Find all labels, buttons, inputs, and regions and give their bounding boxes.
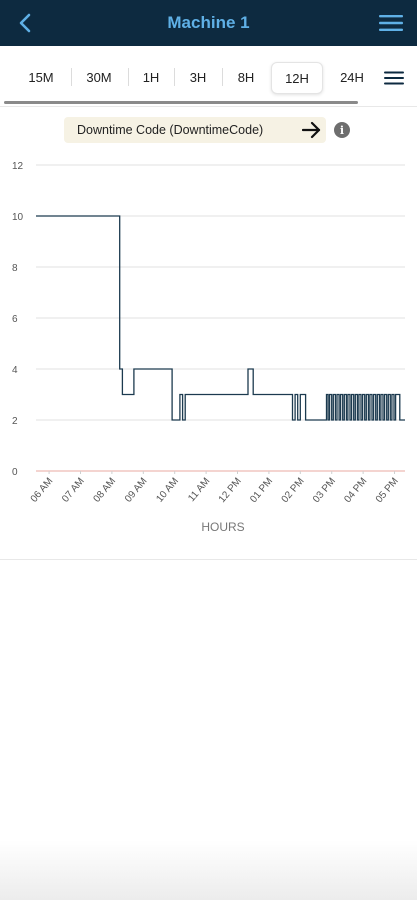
x-tick-label: 10 AM (154, 476, 181, 505)
x-tick-label: 09 AM (123, 476, 150, 505)
tab-15m[interactable]: 15M (18, 62, 64, 92)
x-tick-label: 01 PM (248, 476, 275, 505)
page-title: Machine 1 (167, 13, 250, 32)
tab-8h[interactable]: 8H (226, 62, 266, 92)
y-tick-label: 8 (12, 263, 18, 274)
hamburger-menu-icon (384, 71, 404, 85)
x-tick-label: 03 PM (311, 476, 338, 505)
x-tick-label: 05 PM (374, 476, 401, 505)
y-tick-label: 12 (12, 161, 24, 172)
tab-divider (174, 68, 175, 86)
tab-30m[interactable]: 30M (76, 62, 122, 92)
chart-card (0, 106, 417, 560)
x-tick-label: 08 AM (92, 476, 119, 505)
header-menu-button[interactable] (379, 14, 403, 32)
time-range-tabs: 15M 30M 1H 3H 8H 12H 24H (0, 56, 417, 100)
x-tick-label: 02 PM (280, 476, 307, 505)
downtime-chart: 0 2 4 6 8 10 12 06 AM 07 AM 08 AM 09 AM 10 AM 11 AM 1… (12, 161, 405, 534)
tab-divider (71, 68, 72, 86)
tabs-menu-button[interactable] (384, 71, 404, 85)
metric-selector-label: Downtime Code (DowntimeCode) (77, 123, 264, 137)
x-tick-label: 06 AM (29, 476, 56, 505)
tab-label: 15M (28, 69, 54, 85)
app-header: Machine 1 (0, 0, 417, 46)
x-axis-label: HOURS (201, 520, 244, 534)
x-tick-label: 07 AM (60, 476, 87, 505)
tabs-scroll-indicator[interactable] (4, 101, 358, 104)
y-tick-label: 10 (12, 212, 24, 223)
info-icon[interactable]: i (334, 122, 350, 138)
tab-24h[interactable]: 24H (330, 62, 374, 92)
info-glyph: i (339, 123, 345, 137)
chevron-left-icon (19, 13, 31, 33)
tab-label: 30M (86, 69, 112, 85)
x-tick-label: 04 PM (342, 476, 369, 505)
tab-label: 1H (142, 69, 160, 85)
metric-selector[interactable]: Downtime Code (DowntimeCode) (64, 117, 326, 143)
tab-12h[interactable]: 12H (271, 62, 323, 94)
y-tick-label: 4 (12, 365, 18, 376)
tab-label: 8H (237, 69, 255, 85)
tab-label: 12H (285, 70, 309, 86)
bottom-shade (0, 840, 417, 900)
tab-divider (222, 68, 223, 86)
series-line (36, 215, 405, 421)
tab-divider (128, 68, 129, 86)
tab-label: 3H (189, 69, 207, 85)
tab-3h[interactable]: 3H (178, 62, 218, 92)
back-button[interactable] (14, 11, 38, 35)
y-tick-label: 2 (12, 416, 18, 427)
x-tick-label: 11 AM (186, 476, 212, 504)
y-tick-label: 0 (12, 467, 18, 478)
hamburger-menu-icon (379, 15, 403, 31)
x-tick-label: 12 PM (217, 476, 244, 505)
tab-1h[interactable]: 1H (132, 62, 170, 92)
y-tick-label: 6 (12, 314, 18, 325)
arrow-right-icon (302, 121, 321, 139)
tab-label: 24H (340, 69, 364, 85)
